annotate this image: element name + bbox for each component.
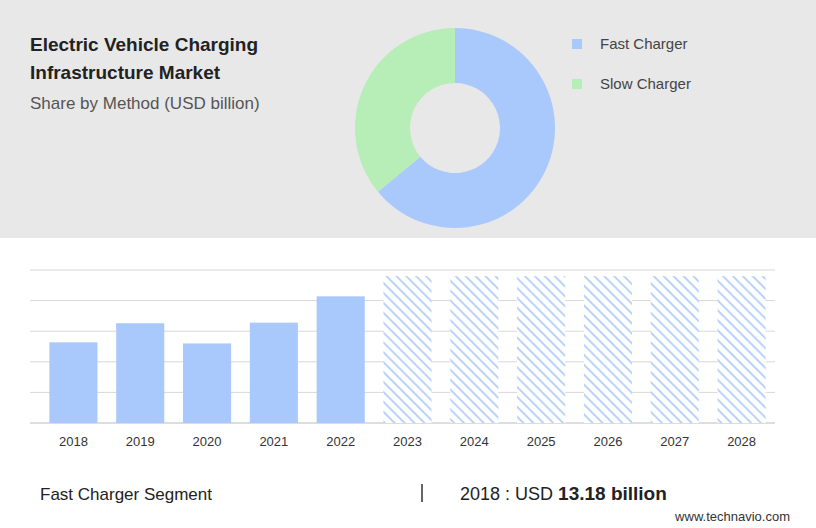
annotation-value: 13.18 billion [558, 483, 667, 504]
title-line: Electric Vehicle Charging [30, 34, 263, 55]
source: www.technavio.com [674, 509, 790, 524]
forecast-placeholder [718, 276, 766, 423]
legend-label: Slow Charger [600, 75, 691, 92]
x-tick-label: 2023 [393, 434, 422, 449]
forecast-placeholder [517, 276, 565, 423]
x-tick-label: 2021 [259, 434, 288, 449]
top-panel [0, 0, 816, 238]
x-tick-label: 2018 [59, 434, 88, 449]
legend-swatch [572, 79, 582, 89]
forecast-placeholder [651, 276, 699, 423]
x-tick-label: 2027 [660, 434, 689, 449]
title: Electric Vehicle Charging Infrastructure… [30, 34, 263, 83]
forecast-placeholder [383, 276, 431, 423]
x-tick-label: 2028 [727, 434, 756, 449]
x-tick-label: 2025 [527, 434, 556, 449]
x-tick-label: 2019 [126, 434, 155, 449]
donut-slice [355, 28, 455, 192]
x-tick-label: 2020 [193, 434, 222, 449]
segment-title: Fast Charger Segment [40, 485, 212, 504]
x-tick-label: 2026 [593, 434, 622, 449]
x-tick-label: 2022 [326, 434, 355, 449]
chart-canvas: Electric Vehicle Charging Infrastructure… [0, 0, 816, 528]
legend-label: Fast Charger [600, 35, 688, 52]
bar [183, 343, 231, 423]
grid [30, 270, 775, 423]
bars [49, 276, 765, 423]
forecast-placeholder [584, 276, 632, 423]
subtitle: Share by Method (USD billion) [30, 94, 260, 113]
bar [49, 342, 97, 423]
annotation-label: 2018 : USD [460, 484, 558, 504]
forecast-placeholder [450, 276, 498, 423]
bar [116, 323, 164, 423]
legend-swatch [572, 39, 582, 49]
separator [421, 484, 423, 502]
donut [355, 28, 555, 228]
bar [250, 323, 298, 423]
title-line: Infrastructure Market [30, 62, 221, 83]
grid-line [30, 270, 775, 271]
annotation: 2018 : USD 13.18 billion [460, 483, 667, 504]
bar [317, 296, 365, 423]
x-tick-label: 2024 [460, 434, 489, 449]
bottom-panel [0, 238, 816, 528]
